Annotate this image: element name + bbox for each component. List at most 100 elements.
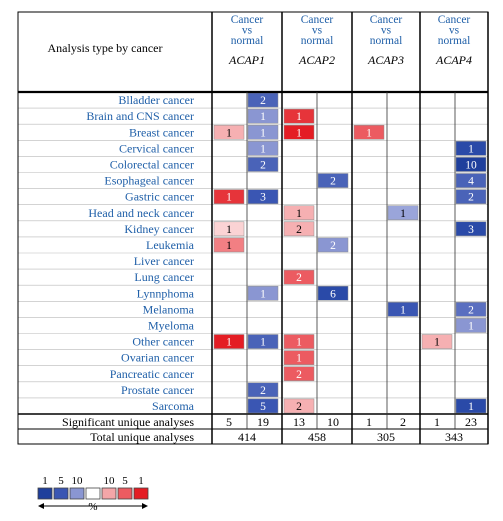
heatmap-cell — [455, 141, 487, 156]
legend-unit-label: % — [88, 501, 97, 513]
heatmap-cell-value: 1 — [468, 401, 474, 413]
column-group-label: normal — [231, 35, 264, 47]
heatmap-cell — [455, 221, 487, 237]
legend-swatch — [85, 487, 101, 500]
heatmap-cell — [247, 382, 279, 398]
heatmap-cell — [283, 398, 315, 414]
heatmap-cell — [213, 189, 245, 204]
gene-column-title: ACAP2 — [298, 53, 335, 67]
significant-analyses-count: 1 — [366, 415, 372, 429]
heatmap-cell — [317, 285, 349, 301]
table-border — [17, 11, 489, 445]
heatmap-cell — [455, 189, 487, 204]
cancer-type-label: Myeloma — [148, 319, 195, 333]
heatmap-cell-value: 1 — [226, 192, 232, 204]
cancer-type-label: Head and neck cancer — [88, 206, 194, 220]
heatmap-cell-value: 1 — [226, 337, 232, 349]
significant-analyses-label: Significant unique analyses — [62, 415, 194, 429]
heatmap-cell — [213, 334, 245, 349]
column-group-label: Cancer — [370, 14, 403, 26]
heatmap-cell-value: 2 — [296, 224, 302, 236]
heatmap-cell — [353, 124, 385, 140]
cancer-type-label: Liver cancer — [134, 254, 194, 268]
legend-swatch — [133, 487, 149, 500]
heatmap-cell-value: 1 — [296, 208, 302, 220]
column-group-label: vs — [312, 25, 323, 37]
heatmap-cell-value: 1 — [434, 337, 440, 349]
heatmap-cell-value: 1 — [226, 224, 232, 236]
significant-analyses-count: 19 — [257, 415, 269, 429]
heatmap-cell-value: 5 — [260, 401, 266, 413]
column-group-label: Cancer — [301, 14, 334, 26]
significant-analyses-count: 2 — [400, 415, 406, 429]
heatmap-cell — [213, 124, 245, 140]
cancer-type-label: Other cancer — [132, 335, 194, 349]
cancer-type-label: Prostate cancer — [121, 383, 194, 397]
heatmap-cell — [283, 124, 315, 140]
heatmap-cell — [247, 141, 279, 156]
heatmap-cell — [283, 221, 315, 237]
heatmap-cell-value: 10 — [465, 160, 477, 172]
heatmap-cell-value: 2 — [296, 401, 302, 413]
heatmap-cell — [283, 108, 315, 124]
heatmap-cell-value: 1 — [366, 127, 372, 139]
heatmap-cell — [455, 302, 487, 317]
gene-column-title: ACAP4 — [435, 53, 472, 67]
heatmap-cell — [317, 237, 349, 253]
column-group-label: vs — [381, 25, 392, 37]
heatmap-cell-value: 1 — [400, 304, 406, 316]
heatmap-cell — [247, 285, 279, 301]
cancer-type-label: Blladder cancer — [118, 93, 194, 107]
heatmap-cell-value: 2 — [296, 272, 302, 284]
heatmap-cell-value: 2 — [260, 95, 266, 107]
heatmap-cell — [455, 173, 487, 188]
column-group-label: Cancer — [438, 14, 471, 26]
heatmap-cell — [247, 124, 279, 140]
legend-under-label: 10 — [104, 475, 116, 487]
cancer-type-label: Esophageal cancer — [104, 174, 194, 188]
legend-over-label: 10 — [72, 475, 84, 487]
significant-analyses-count: 13 — [293, 415, 305, 429]
legend-over-label: 5 — [58, 475, 64, 487]
heatmap-cell-value: 2 — [260, 385, 266, 397]
heatmap-cell — [387, 205, 419, 221]
heatmap-cell-value: 1 — [296, 337, 302, 349]
row-header-title: Analysis type by cancer — [48, 41, 163, 55]
cancer-type-label: Ovarian cancer — [121, 351, 194, 365]
column-group-label: normal — [301, 35, 334, 47]
heatmap-cell — [247, 189, 279, 204]
heatmap-cell — [455, 157, 487, 172]
significant-analyses-count: 1 — [434, 415, 440, 429]
cancer-type-label: Pancreatic cancer — [110, 367, 194, 381]
significant-analyses-count: 5 — [226, 415, 232, 429]
heatmap-cell-value: 4 — [468, 176, 474, 188]
heatmap-cell-value: 1 — [260, 127, 266, 139]
column-group-label: normal — [438, 35, 471, 47]
legend-under-label: 5 — [122, 475, 128, 487]
gene-column-title: ACAP1 — [228, 53, 265, 67]
heatmap-cell-value: 2 — [468, 192, 474, 204]
legend-swatch — [37, 487, 53, 500]
total-analyses-count: 414 — [238, 430, 256, 444]
heatmap-cell-value: 1 — [468, 321, 474, 333]
heatmap-cell-value: 2 — [330, 176, 336, 188]
heatmap-cell-value: 1 — [260, 288, 266, 300]
column-group-label: vs — [449, 25, 460, 37]
gene-column-title: ACAP3 — [367, 53, 404, 67]
total-analyses-count: 343 — [445, 430, 463, 444]
heatmap-cell — [283, 334, 315, 349]
heatmap-cell-value: 1 — [260, 143, 266, 155]
heatmap-cell — [213, 237, 245, 253]
cancer-type-label: Leukemia — [146, 238, 195, 252]
heatmap-cell-value: 1 — [296, 111, 302, 123]
cancer-type-label: Brain and CNS cancer — [86, 109, 194, 123]
legend-swatch — [101, 487, 117, 500]
cancer-type-label: Melanoma — [143, 302, 195, 316]
heatmap-cell-value: 3 — [468, 224, 474, 236]
column-group-label: vs — [242, 25, 253, 37]
heatmap-cell-value: 1 — [226, 240, 232, 252]
heatmap-cell-value: 1 — [400, 208, 406, 220]
heatmap-cell — [283, 350, 315, 365]
legend-arrow-left-head — [38, 503, 44, 509]
heatmap-cell-value: 1 — [260, 111, 266, 123]
